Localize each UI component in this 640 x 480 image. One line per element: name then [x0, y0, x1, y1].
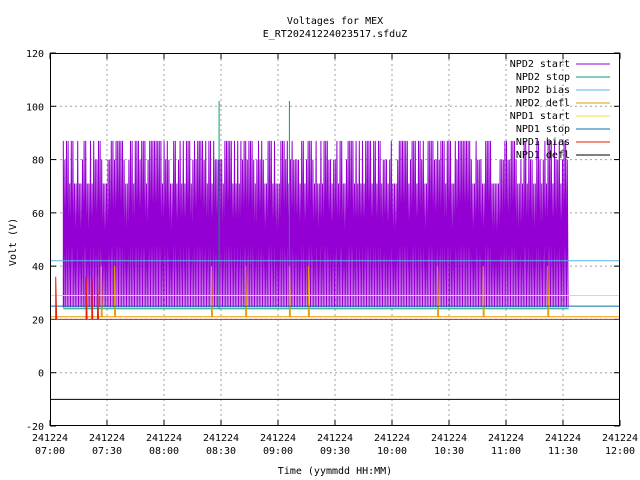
x-tick-time: 08:00: [149, 446, 179, 457]
legend-label-npd2-defl: NPD2 defl: [516, 98, 570, 109]
legend-label-npd1-stop: NPD1 stop: [516, 124, 570, 135]
y-tick-label: 120: [26, 49, 44, 60]
y-tick-label: 20: [32, 315, 44, 326]
legend-label-npd2-stop: NPD2 stop: [516, 72, 570, 83]
x-tick-time: 08:30: [206, 446, 236, 457]
series-line-npd1-bias: [50, 276, 620, 320]
y-tick-label: 60: [32, 209, 44, 220]
y-axis-label: Volt (V): [8, 218, 19, 266]
y-tick-label: 40: [32, 262, 44, 273]
series-line-npd2-defl: [50, 266, 620, 318]
x-tick-date: 241224: [146, 433, 182, 444]
x-tick-date: 241224: [89, 433, 125, 444]
legend-label-npd1-bias: NPD1 bias: [516, 137, 570, 148]
x-tick-date: 241224: [431, 433, 467, 444]
y-tick-label: 80: [32, 156, 44, 167]
x-tick-time: 09:00: [263, 446, 293, 457]
y-tick-label: 100: [26, 102, 44, 113]
x-tick-date: 241224: [374, 433, 410, 444]
x-axis-label: Time (yymmdd HH:MM): [278, 466, 392, 477]
series-line-npd2-start: [62, 140, 569, 308]
plot-area: [50, 101, 620, 400]
x-tick-time: 07:00: [35, 446, 65, 457]
y-tick-label: -20: [26, 422, 44, 433]
x-tick-time: 11:30: [548, 446, 578, 457]
x-tick-time: 11:00: [491, 446, 521, 457]
chart-title: Voltages for MEX: [287, 16, 383, 27]
legend-label-npd1-defl: NPD1 defl: [516, 150, 570, 161]
x-tick-date: 241224: [545, 433, 581, 444]
legend-label-npd2-bias: NPD2 bias: [516, 85, 570, 96]
x-tick-time: 07:30: [92, 446, 122, 457]
legend-label-npd1-start: NPD1 start: [510, 111, 570, 122]
legend-label-npd2-start: NPD2 start: [510, 59, 570, 70]
x-tick-time: 09:30: [320, 446, 350, 457]
x-axis-ticks: 241224 07:00 241224 07:30 241224 08:00 241224 0…: [32, 53, 638, 457]
y-tick-label: 0: [38, 369, 44, 380]
x-tick-date: 241224: [32, 433, 68, 444]
x-tick-time: 12:00: [605, 446, 635, 457]
x-tick-time: 10:30: [434, 446, 464, 457]
plot-border: [50, 53, 620, 426]
legend: NPD2 start NPD2 stop NPD2 bias NPD2 defl NPD…: [510, 59, 610, 161]
x-tick-date: 241224: [602, 433, 638, 444]
x-tick-date: 241224: [260, 433, 296, 444]
chart-subtitle: E_RT20241224023517.sfduZ: [263, 29, 408, 40]
x-tick-date: 241224: [203, 433, 239, 444]
x-tick-date: 241224: [488, 433, 524, 444]
x-tick-date: 241224: [317, 433, 353, 444]
x-tick-time: 10:00: [377, 446, 407, 457]
